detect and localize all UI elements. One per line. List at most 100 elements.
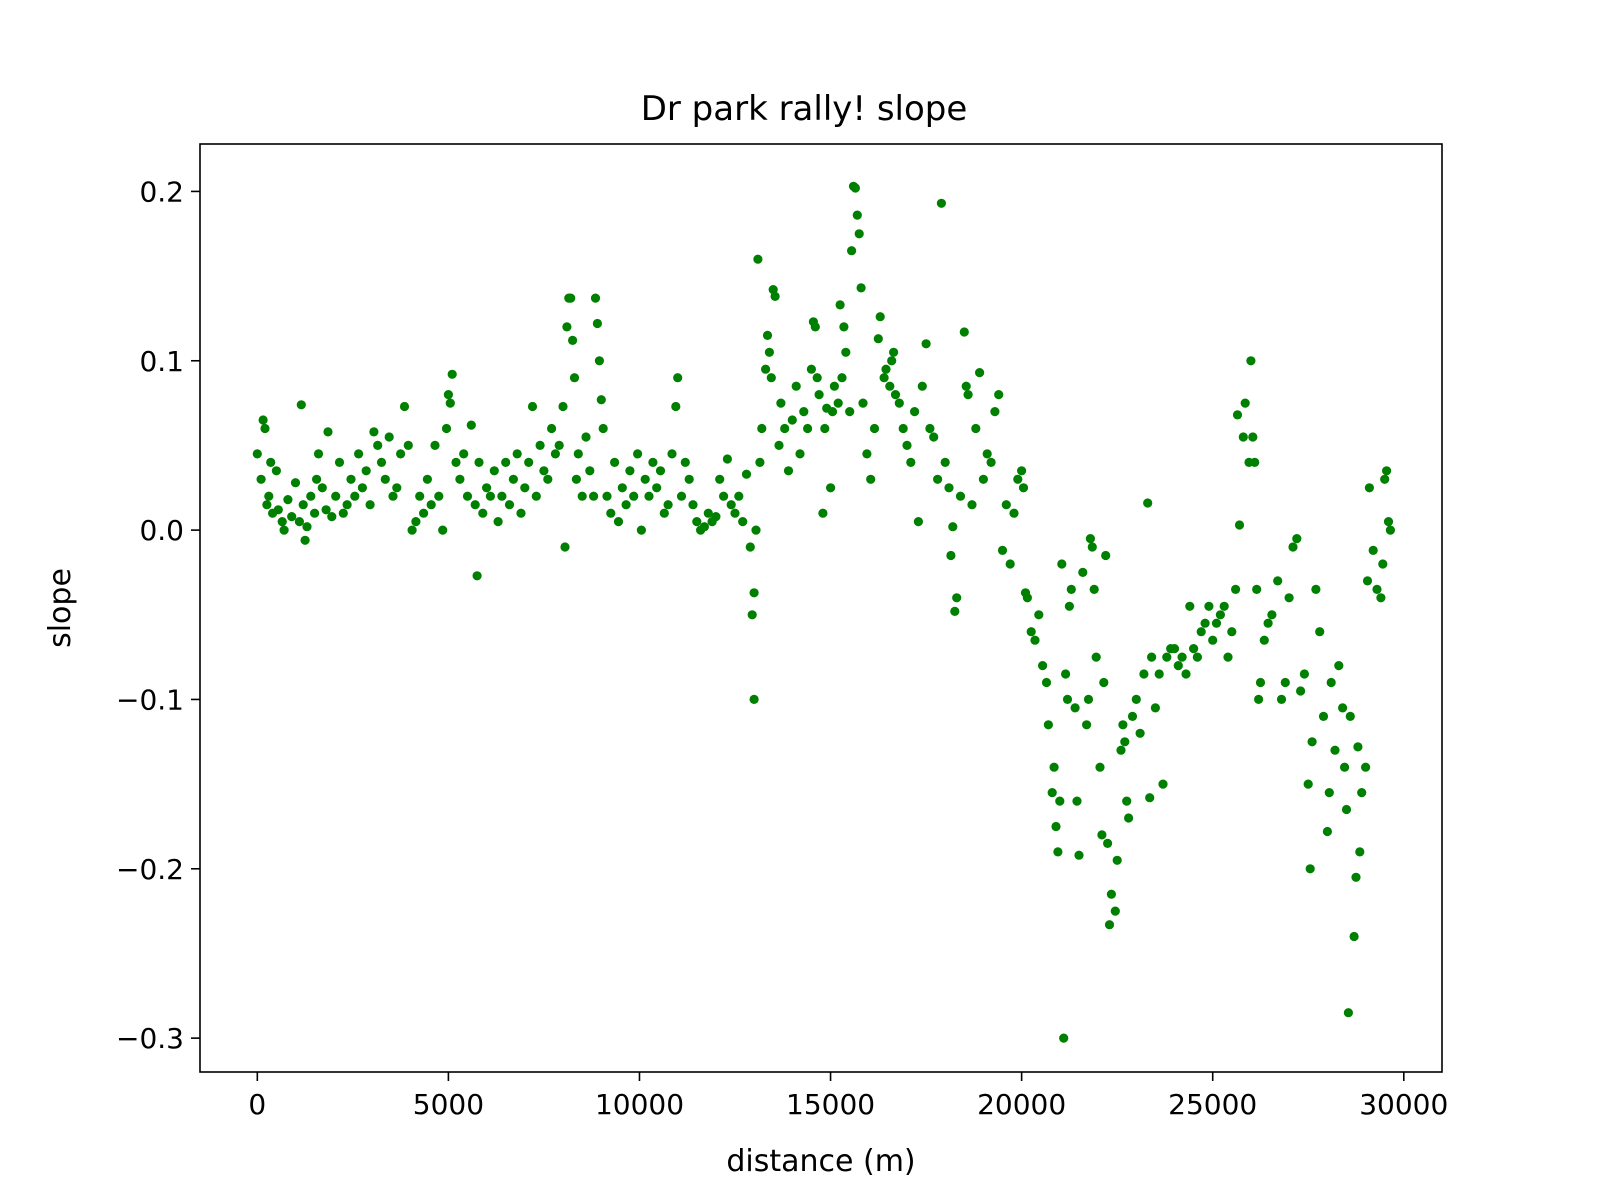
data-point [621,500,631,510]
data-point [342,500,352,510]
data-point [331,491,341,501]
data-point [266,457,276,467]
data-point [300,535,310,545]
data-point [644,491,654,501]
x-tick-label: 5000 [413,1088,484,1121]
data-point [839,322,849,332]
data-point [975,368,985,378]
data-point [543,474,553,484]
data-point [1127,711,1138,722]
data-point [833,398,843,408]
data-point [633,449,643,459]
data-point [703,508,713,518]
data-point [745,542,755,552]
data-point [818,508,828,518]
data-point [547,423,557,434]
data-point [426,500,436,510]
data-point [1030,635,1040,645]
data-point [1147,652,1157,662]
data-point [1087,542,1097,552]
data-point [1104,920,1115,930]
data-point [1280,677,1290,688]
data-point [925,423,935,434]
data-point [1292,534,1302,544]
data-point [1150,703,1160,713]
data-point [613,517,624,527]
data-point [625,466,635,476]
data-point [1047,788,1057,798]
data-point [1362,576,1373,586]
data-point [585,466,595,476]
data-point [1009,508,1019,518]
data-point [787,415,797,425]
data-point [602,491,612,501]
data-point [950,606,960,617]
data-point [334,457,345,467]
data-point [445,398,455,408]
data-point [766,373,776,383]
data-point [1330,745,1340,755]
data-point [441,423,452,434]
data-point [527,401,538,412]
data-point [1124,813,1134,823]
data-point [596,395,606,405]
data-point [1135,728,1145,738]
data-point [1049,762,1059,772]
data-point [411,517,421,527]
data-point [774,440,784,450]
data-point [640,474,650,484]
data-point [298,500,308,510]
data-point [376,457,387,467]
data-point [1355,847,1365,857]
data-point [1288,542,1298,552]
data-point [273,505,283,515]
data-point [399,401,410,412]
data-point [470,500,480,510]
data-point [388,491,398,501]
data-point [948,522,958,532]
data-point [1380,474,1390,484]
data-point [699,522,710,532]
data-point [1263,618,1273,628]
data-point [323,427,333,437]
data-point [589,491,599,501]
data-point [1353,742,1363,752]
y-tick-label: 0.1 [139,345,184,378]
data-point [577,491,587,501]
data-point [1382,466,1392,476]
data-point [264,491,274,501]
data-point [747,610,757,620]
data-point [873,334,883,344]
data-point [1296,686,1306,696]
data-point [1343,1008,1353,1018]
data-point [1059,1033,1069,1043]
data-point [516,508,526,518]
data-point [755,457,765,467]
data-point [1223,652,1233,662]
data-point [501,457,511,467]
data-point [783,466,794,476]
data-point [443,390,453,400]
data-point [1110,906,1120,916]
data-point [1034,610,1044,620]
data-point [1361,762,1371,772]
plot-area-frame [199,143,1443,1073]
y-tick-label: 0.2 [139,175,184,208]
data-point [1349,931,1359,942]
data-point [357,483,367,493]
data-point [1169,644,1180,654]
data-point [1326,677,1336,688]
data-point [283,495,293,505]
data-point [648,457,658,467]
data-point [655,466,666,476]
data-point [1062,694,1073,705]
data-point [946,550,956,561]
data-point [1066,584,1076,595]
data-point [659,508,669,518]
data-point [1083,694,1094,705]
data-point [1351,872,1361,882]
data-point [539,466,549,476]
data-point [310,508,320,518]
data-point [1082,720,1092,730]
data-point [1055,796,1065,806]
